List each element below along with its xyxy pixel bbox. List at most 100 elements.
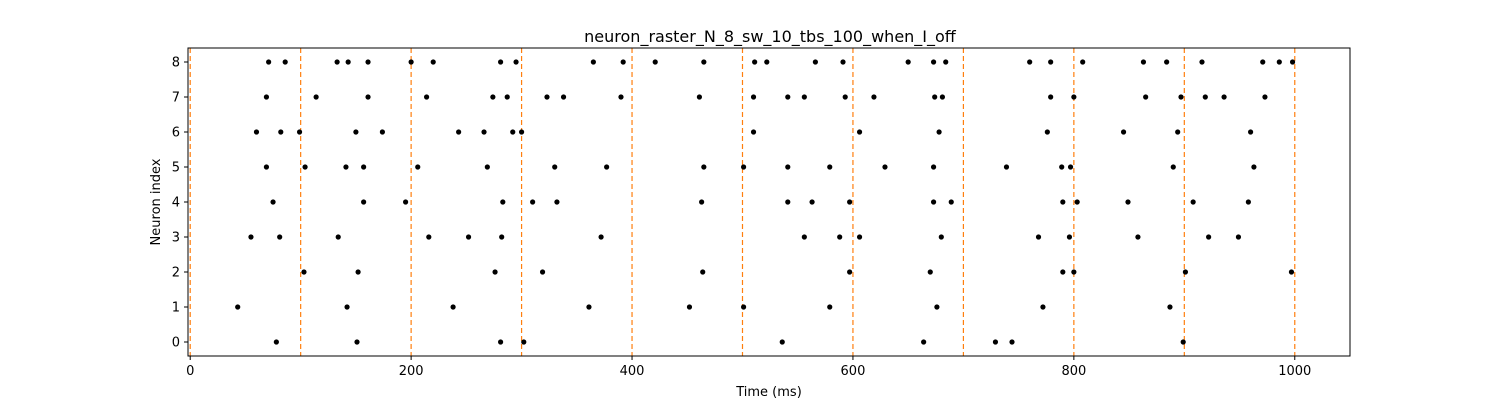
spike-point — [365, 94, 371, 100]
spike-point — [652, 59, 658, 65]
spike-point — [856, 234, 863, 240]
y-tick-label: 7 — [172, 91, 180, 106]
spike-point — [282, 59, 288, 65]
spike-point — [699, 199, 705, 205]
spike-point — [740, 304, 747, 310]
spike-point — [700, 269, 706, 275]
spike-point — [344, 304, 350, 310]
spike-point — [1067, 164, 1074, 170]
spike-point — [500, 199, 506, 205]
spike-point — [1060, 269, 1066, 275]
spike-point — [1164, 59, 1170, 65]
x-axis-ticks: 0 200 400 600 800 1000 — [186, 356, 1311, 379]
y-tick-label: 1 — [172, 301, 180, 316]
spike-point — [560, 94, 567, 100]
spike-point — [801, 94, 807, 100]
spike-point — [481, 129, 487, 135]
spike-point — [1071, 94, 1077, 100]
y-tick-label: 0 — [172, 336, 180, 351]
spike-point — [785, 164, 791, 170]
spike-point — [827, 164, 833, 170]
spike-point — [415, 164, 421, 170]
x-axis-label: Time (ms) — [735, 385, 802, 400]
spike-point — [521, 339, 527, 345]
spike-point — [939, 94, 946, 100]
spike-point — [270, 199, 276, 205]
spike-point — [1003, 164, 1010, 170]
spike-point — [701, 164, 707, 170]
spike-point — [1143, 94, 1149, 100]
x-tick-label: 400 — [620, 364, 645, 379]
spike-point — [827, 304, 833, 310]
spike-point — [1167, 304, 1173, 310]
spike-point — [423, 94, 430, 100]
spike-point — [490, 94, 496, 100]
spike-point — [248, 234, 254, 240]
y-tick-label: 6 — [172, 126, 180, 141]
spike-point — [263, 94, 270, 100]
spike-point — [809, 199, 815, 205]
chart-title: neuron_raster_N_8_sw_10_tbs_100_when_I_o… — [584, 27, 957, 47]
spike-point — [1251, 164, 1257, 170]
spike-point — [1247, 129, 1254, 135]
spike-point — [361, 164, 367, 170]
spike-point — [930, 164, 937, 170]
spike-point — [1071, 269, 1077, 275]
spike-point — [847, 269, 853, 275]
spike-point — [934, 304, 940, 310]
spike-point — [353, 129, 359, 135]
x-tick-label: 600 — [841, 364, 866, 379]
spike-point — [277, 234, 283, 240]
spike-point — [1060, 199, 1066, 205]
spike-point — [554, 199, 560, 205]
spike-point — [686, 304, 693, 310]
spike-point — [764, 59, 770, 65]
spike-point — [1135, 234, 1141, 240]
spike-point — [1027, 59, 1033, 65]
x-tick-label: 800 — [1061, 364, 1086, 379]
spike-point — [1066, 234, 1073, 240]
spike-point — [499, 234, 505, 240]
y-tick-label: 8 — [172, 56, 180, 71]
y-tick-label: 5 — [172, 161, 180, 176]
spike-point — [1120, 129, 1127, 135]
spike-point — [1140, 59, 1147, 65]
spike-point — [1178, 94, 1184, 100]
spike-point — [948, 199, 954, 205]
y-tick-label: 4 — [172, 196, 180, 211]
spike-point — [785, 199, 791, 205]
spike-point — [1175, 129, 1181, 135]
y-axis-ticks: 0 1 2 3 4 5 6 7 8 — [172, 56, 188, 351]
spike-point — [1260, 59, 1266, 65]
spike-point — [361, 199, 367, 205]
spike-point — [544, 94, 550, 100]
spike-point — [1276, 59, 1282, 65]
spike-point — [552, 164, 558, 170]
spike-point — [1221, 94, 1227, 100]
spike-point — [335, 234, 341, 240]
spike-point — [1125, 199, 1131, 205]
spike-point — [1190, 199, 1196, 205]
spike-point — [752, 59, 758, 65]
spike-point — [253, 129, 260, 135]
spike-point — [365, 59, 371, 65]
spike-point — [497, 339, 504, 345]
spike-point — [1048, 59, 1054, 65]
spike-point — [938, 234, 944, 240]
spike-point — [497, 59, 504, 65]
spike-point — [510, 129, 516, 135]
spike-point — [750, 94, 757, 100]
spike-point — [696, 94, 703, 100]
spike-point — [450, 304, 456, 310]
spike-point — [302, 164, 308, 170]
spike-point — [1202, 94, 1208, 100]
spike-point — [1182, 269, 1189, 275]
spike-point — [465, 234, 472, 240]
spike-point — [296, 129, 303, 135]
spike-point — [530, 199, 536, 205]
spike-point — [263, 164, 270, 170]
spike-point — [604, 164, 610, 170]
spike-point — [936, 129, 942, 135]
spike-point — [1289, 59, 1296, 65]
